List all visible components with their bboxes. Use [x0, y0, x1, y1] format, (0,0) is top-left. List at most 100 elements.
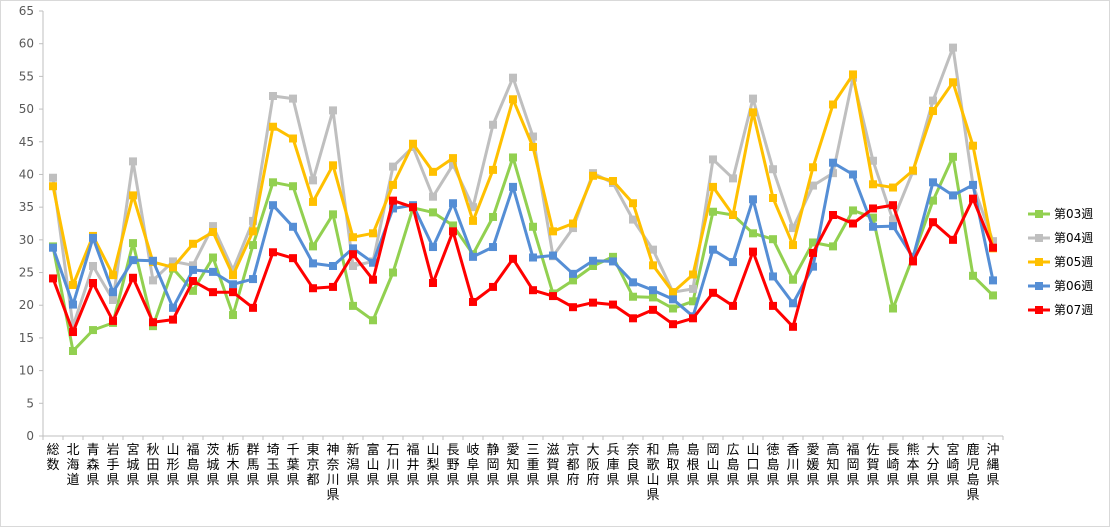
x-tick-label: 和歌山県	[646, 443, 659, 503]
data-point	[709, 288, 717, 297]
data-point	[709, 182, 717, 191]
data-point	[309, 242, 317, 251]
data-point	[209, 253, 217, 262]
x-tick-label: 富山県	[366, 442, 379, 488]
data-point	[249, 303, 257, 312]
data-point	[769, 235, 777, 244]
y-tick-label: 15	[19, 331, 34, 345]
y-tick-label: 40	[19, 167, 34, 181]
data-point	[469, 203, 477, 212]
data-point	[69, 347, 77, 355]
data-point	[429, 167, 437, 176]
data-point	[569, 303, 577, 312]
data-point	[449, 221, 457, 230]
data-point	[689, 270, 697, 279]
y-tick-label: 35	[19, 200, 34, 214]
data-point	[929, 218, 937, 227]
data-point	[589, 171, 597, 180]
data-point	[789, 322, 797, 331]
data-point	[869, 222, 877, 231]
x-tick-label: 徳島県	[766, 443, 779, 488]
data-point	[969, 180, 977, 189]
series-line	[51, 155, 995, 353]
data-point	[489, 212, 497, 221]
x-tick-label: 千葉県	[286, 443, 299, 488]
data-point	[889, 183, 897, 192]
y-tick-label: 10	[19, 364, 34, 378]
x-tick-label: 香川県	[786, 443, 799, 488]
x-tick-label: 鳥取県	[666, 443, 679, 488]
x-tick-label: 長崎県	[886, 443, 899, 488]
y-tick-label: 25	[19, 266, 34, 280]
data-point	[809, 262, 817, 271]
data-point	[289, 254, 297, 263]
data-point	[869, 213, 877, 222]
data-point	[249, 216, 257, 225]
x-tick-label: 大阪府	[586, 443, 599, 488]
data-point	[889, 304, 897, 313]
legend-item: 第06週	[1028, 279, 1093, 293]
data-point	[109, 288, 117, 297]
data-point	[829, 100, 837, 109]
data-point	[629, 278, 637, 287]
data-point	[809, 181, 817, 190]
data-point	[289, 94, 297, 103]
y-tick-label: 30	[19, 233, 34, 247]
data-point	[169, 263, 177, 272]
data-point	[189, 265, 197, 274]
data-point	[749, 247, 757, 256]
data-point	[529, 222, 537, 231]
data-point	[509, 95, 517, 104]
data-point	[769, 272, 777, 281]
x-tick-label: 島根県	[686, 443, 699, 488]
data-point	[869, 180, 877, 189]
data-point	[929, 96, 937, 105]
data-point	[229, 311, 237, 320]
data-point	[669, 320, 677, 329]
data-point	[329, 210, 337, 219]
y-tick-label: 50	[19, 102, 34, 116]
data-point	[569, 269, 577, 278]
legend-swatch-marker	[1035, 210, 1043, 218]
data-point	[949, 78, 957, 87]
x-tick-label: 熊本県	[906, 442, 919, 488]
data-point	[109, 316, 117, 325]
data-point	[709, 207, 717, 216]
data-point	[289, 134, 297, 143]
data-point	[769, 301, 777, 310]
data-point	[889, 201, 897, 210]
data-point	[729, 211, 737, 219]
data-point	[389, 204, 397, 213]
data-point	[49, 274, 57, 283]
data-point	[149, 318, 157, 327]
x-tick-label: 佐賀県	[866, 443, 879, 488]
x-tick-label: 大分県	[926, 443, 939, 488]
data-point	[729, 258, 737, 267]
data-point	[969, 271, 977, 280]
legend-label: 第05週	[1054, 255, 1093, 269]
legend-item: 第07週	[1028, 303, 1093, 317]
data-point	[949, 152, 957, 161]
data-point	[209, 222, 217, 231]
x-tick-label: 茨城県	[206, 443, 219, 488]
data-point	[829, 158, 837, 167]
data-point	[209, 228, 217, 236]
x-tick-label: 福島県	[186, 443, 199, 488]
data-point	[169, 257, 177, 266]
x-tick-label: 三重県	[526, 443, 539, 488]
data-point	[649, 286, 657, 295]
data-point	[829, 211, 837, 219]
data-point	[509, 182, 517, 191]
data-point	[769, 165, 777, 174]
legend-label: 第07週	[1054, 303, 1093, 317]
data-point	[789, 299, 797, 308]
data-point	[669, 295, 677, 304]
data-point	[329, 282, 337, 291]
data-point	[889, 216, 897, 225]
data-point	[449, 160, 457, 169]
data-point	[569, 276, 577, 285]
data-point	[369, 258, 377, 267]
x-tick-label: 京都府	[566, 443, 579, 488]
data-point	[229, 265, 237, 274]
